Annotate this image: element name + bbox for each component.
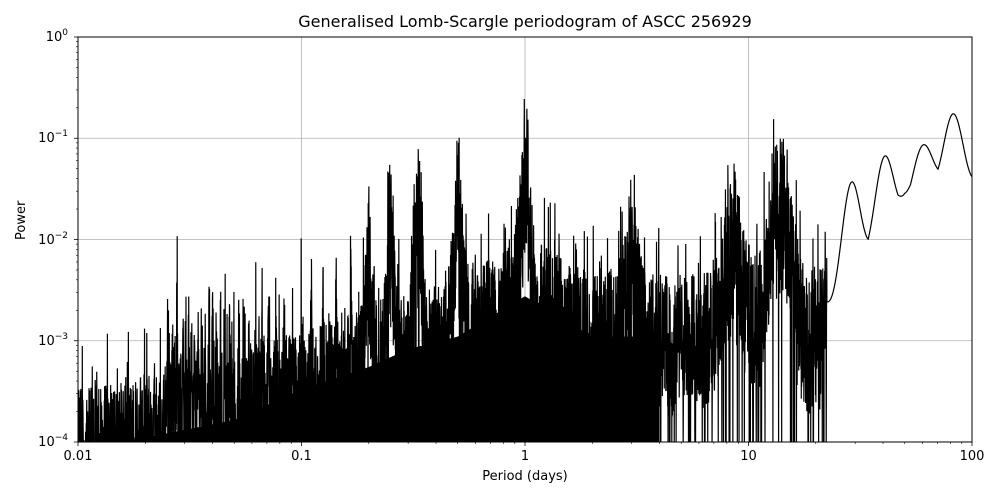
x-tick-label: 100 [959,449,985,464]
x-tick-label: 0.1 [291,449,312,464]
x-tick-label: 10 [740,449,757,464]
y-tick-label: 10−3 [38,331,68,349]
x-tick-label: 0.01 [63,449,93,464]
y-tick-label: 10−2 [38,230,68,248]
periodogram-line [78,98,972,442]
axes-frame [77,36,973,443]
y-tick-label: 100 [45,28,68,45]
major-ticks [74,36,973,446]
y-tick-label: 10−4 [38,433,68,450]
x-tick-label: 1 [520,449,530,464]
y-tick-label: 10−1 [38,129,68,147]
chart-title: Generalised Lomb-Scargle periodogram of … [298,12,752,31]
x-axis-label: Period (days) [482,469,568,484]
